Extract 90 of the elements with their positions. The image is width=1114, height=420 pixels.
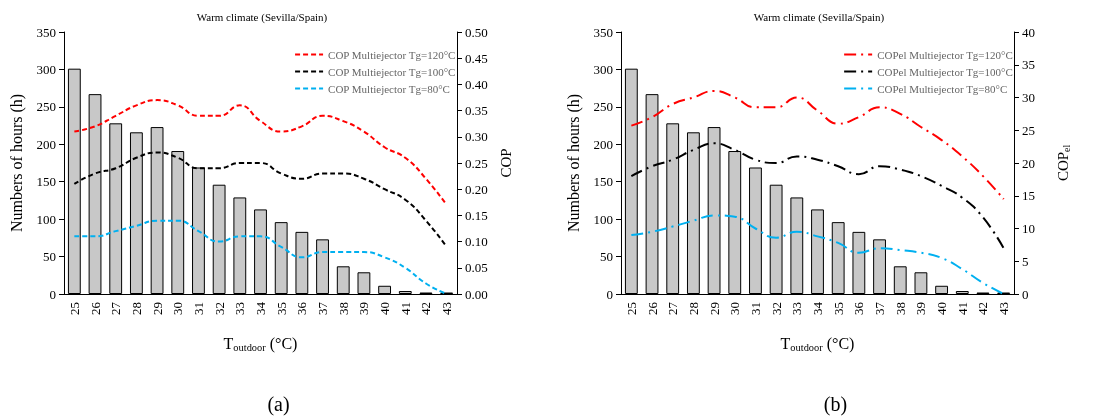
x-tick-label: 32 [768, 302, 784, 315]
y-tick-label: 100 [36, 211, 56, 227]
y2-tick-label: 10 [1022, 221, 1035, 236]
y2-tick-label: 40 [1022, 24, 1035, 40]
x-tick-label: 39 [913, 302, 929, 315]
legend-label: COPel Multiejector Tg=120°C [877, 48, 1013, 61]
y2-tick-label: 25 [1022, 122, 1035, 138]
y-tick-label: 0 [49, 286, 56, 302]
y-axis-title: Numbers of hours (h) [564, 93, 583, 233]
x-tick-label: 27 [108, 301, 124, 315]
x-tick-label: 34 [253, 301, 268, 315]
x-tick-label: 25 [66, 302, 82, 315]
y-tick-label: 0 [606, 286, 613, 302]
x-tick-label: 31 [190, 302, 206, 315]
legend-label: COP Multiejector Tg=120°C [328, 48, 456, 61]
x-tick-label: 26 [644, 301, 660, 315]
x-tick-label: 39 [356, 302, 372, 315]
y-tick-label: 300 [593, 61, 613, 77]
x-tick-label: 43 [439, 302, 455, 315]
legend-label: COP Multiejector Tg=100°C [328, 65, 456, 78]
y2-tick-label: 15 [1022, 188, 1035, 204]
y2-tick-label: 5 [1022, 253, 1029, 269]
y2-tick-label: 0 [1022, 286, 1029, 302]
x-tick-label: 40 [934, 302, 950, 315]
legend-label: COP Multiejector Tg=80°C [328, 82, 450, 95]
x-tick-label: 36 [294, 301, 310, 315]
x-tick-label: 28 [128, 302, 144, 315]
y2-tick-label: 0.15 [465, 207, 488, 223]
y2-tick-label: 0.30 [465, 129, 488, 145]
y-tick-label: 300 [36, 61, 56, 77]
y2-tick-label: 0.00 [465, 286, 488, 302]
x-tick-label: 37 [315, 301, 331, 315]
chart-title: Warm climate (Sevilla/Spain) [753, 10, 885, 24]
x-tick-label: 40 [377, 302, 393, 315]
x-tick-label: 38 [892, 302, 908, 315]
x-tick-label: 25 [623, 302, 639, 315]
y2-tick-label: 0.35 [465, 103, 488, 119]
y2-axis-title: COPel [1054, 144, 1072, 182]
x-tick-label: 35 [273, 302, 289, 315]
chart-title: Warm climate (Sevilla/Spain) [196, 10, 328, 24]
x-tick-label: 33 [789, 302, 805, 315]
legend-label: COPel Multiejector Tg=100°C [877, 65, 1013, 78]
x-tick-label: 30 [170, 302, 186, 315]
y-tick-label: 100 [593, 211, 613, 227]
y-tick-label: 150 [593, 174, 613, 190]
y2-tick-label: 30 [1022, 90, 1035, 105]
y2-tick-label: 20 [1022, 155, 1035, 171]
text: (a) [267, 393, 290, 416]
x-tick-label: 37 [872, 301, 888, 315]
y2-tick-label: 0.10 [465, 234, 488, 250]
x-tick-label: 33 [232, 302, 248, 315]
x-tick-label: 31 [747, 302, 763, 315]
x-tick-label: 41 [954, 302, 970, 315]
x-tick-label: 38 [335, 302, 351, 315]
y-tick-label: 250 [36, 99, 56, 115]
y2-tick-label: 0.50 [465, 24, 488, 40]
x-tick-label: 35 [830, 302, 846, 315]
y-tick-label: 50 [43, 249, 56, 265]
text: (b) [823, 393, 848, 416]
y-tick-label: 200 [36, 136, 56, 152]
x-tick-label: 29 [706, 302, 722, 315]
x-tick-label: 36 [851, 301, 867, 315]
x-tick-label: 30 [727, 302, 743, 315]
y2-tick-label: 0.05 [465, 260, 488, 276]
y2-tick-label: 0.20 [465, 181, 488, 197]
y2-tick-label: 0.45 [465, 50, 488, 66]
legend-label: COPel Multiejector Tg=80°C [877, 82, 1008, 95]
x-tick-label: 41 [397, 302, 413, 315]
y-tick-label: 150 [36, 174, 56, 190]
y-tick-label: 350 [36, 24, 56, 40]
x-tick-label: 43 [996, 302, 1012, 315]
y2-tick-label: 0.40 [465, 76, 488, 92]
x-tick-label: 42 [975, 302, 991, 315]
y-tick-label: 350 [593, 24, 613, 40]
y-axis-title: Numbers of hours (h) [7, 93, 26, 233]
x-tick-label: 28 [685, 302, 701, 315]
line-series [630, 214, 1005, 295]
y-tick-label: 50 [600, 249, 613, 265]
y2-tick-label: 35 [1022, 57, 1035, 73]
y-tick-label: 200 [593, 136, 613, 152]
x-tick-label: 29 [149, 302, 165, 315]
y2-tick-label: 0.25 [465, 155, 488, 171]
x-tick-label: 27 [665, 301, 681, 315]
x-tick-label: 34 [810, 301, 825, 315]
line-series [73, 99, 448, 206]
x-tick-label: 26 [87, 301, 103, 315]
y-tick-label: 250 [593, 99, 613, 115]
x-tick-label: 32 [211, 302, 227, 315]
x-tick-label: 42 [418, 302, 434, 315]
y2-axis-title: COP [498, 148, 515, 178]
